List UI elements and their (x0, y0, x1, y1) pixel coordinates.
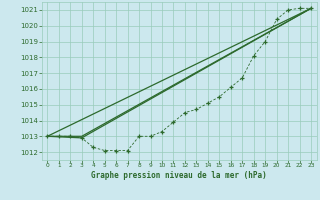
X-axis label: Graphe pression niveau de la mer (hPa): Graphe pression niveau de la mer (hPa) (91, 171, 267, 180)
